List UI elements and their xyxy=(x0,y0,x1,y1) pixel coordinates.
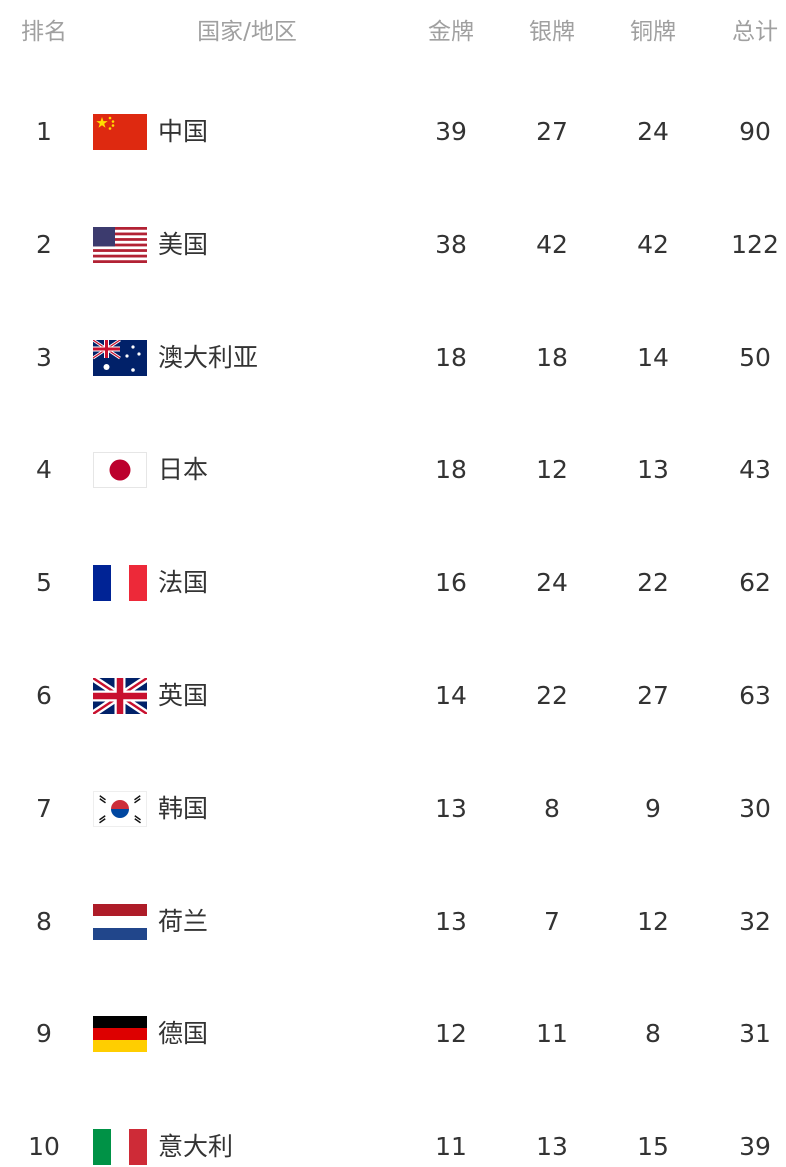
table-header: 排名 国家/地区 金牌 银牌 铜牌 总计 xyxy=(0,12,786,52)
rank: 10 xyxy=(28,1132,60,1162)
country-name: 中国 xyxy=(158,117,209,146)
rank: 4 xyxy=(36,455,52,485)
country-name: 德国 xyxy=(158,1019,209,1049)
silver-count: 8 xyxy=(544,793,560,823)
total-count: 30 xyxy=(739,793,771,823)
country-name: 荷兰 xyxy=(158,906,209,936)
gold-count: 38 xyxy=(435,229,467,259)
silver-count: 11 xyxy=(536,1019,568,1049)
table-row: 9 德国 12 11 8 31 xyxy=(0,1014,786,1054)
table-row: 4 日本 18 12 13 43 xyxy=(0,450,786,490)
rank: 6 xyxy=(36,681,52,710)
gold-count: 18 xyxy=(435,455,467,485)
flag xyxy=(93,790,147,827)
total-count: 62 xyxy=(739,568,771,598)
flag xyxy=(93,565,147,602)
rank: 8 xyxy=(36,906,52,936)
bronze-count: 24 xyxy=(637,117,669,146)
bronze-count: 27 xyxy=(637,681,669,710)
table-row: 3 澳大利亚 18 18 14 50 xyxy=(0,338,786,378)
gold-count: 12 xyxy=(435,1019,467,1049)
gold-count: 14 xyxy=(435,681,467,710)
country-name: 日本 xyxy=(158,455,209,485)
total-count: 43 xyxy=(739,455,771,485)
flag xyxy=(93,452,147,489)
header-cell: 银牌 xyxy=(529,19,575,45)
country-name: 澳大利亚 xyxy=(158,342,259,372)
gold-count: 13 xyxy=(435,906,467,936)
country-name: 法国 xyxy=(158,568,209,598)
gold-count: 39 xyxy=(435,117,467,146)
silver-count: 12 xyxy=(536,455,568,485)
rank: 9 xyxy=(36,1019,52,1049)
rank: 5 xyxy=(36,568,52,598)
silver-count: 18 xyxy=(536,342,568,372)
total-count: 90 xyxy=(739,117,771,146)
bronze-count: 42 xyxy=(637,229,669,259)
flag xyxy=(93,114,147,150)
table-row: 7 韩国 13 8 9 30 xyxy=(0,789,786,829)
bronze-count: 14 xyxy=(637,342,669,372)
total-count: 50 xyxy=(739,342,771,372)
silver-count: 7 xyxy=(544,906,560,936)
flag xyxy=(93,678,147,714)
total-count: 39 xyxy=(739,1132,771,1162)
silver-count: 42 xyxy=(536,229,568,259)
rank: 7 xyxy=(36,793,52,823)
silver-count: 24 xyxy=(536,568,568,598)
flag xyxy=(93,226,147,263)
silver-count: 27 xyxy=(536,117,568,146)
table-row: 8 荷兰 13 7 12 32 xyxy=(0,902,786,942)
header-cell: 总计 xyxy=(732,19,778,45)
header-cell: 金牌 xyxy=(428,19,474,45)
rank: 1 xyxy=(36,117,52,146)
flag xyxy=(93,1129,147,1166)
rank: 3 xyxy=(36,342,52,372)
gold-count: 11 xyxy=(435,1132,467,1162)
bronze-count: 22 xyxy=(637,568,669,598)
gold-count: 13 xyxy=(435,793,467,823)
table-row: 5 法国 16 24 22 62 xyxy=(0,563,786,603)
country-name: 韩国 xyxy=(158,793,209,823)
total-count: 63 xyxy=(739,681,771,710)
flag xyxy=(93,339,147,376)
flag xyxy=(93,1016,147,1053)
rank: 2 xyxy=(36,229,52,259)
header-cell: 排名 xyxy=(21,19,67,45)
gold-count: 16 xyxy=(435,568,467,598)
table-row: 1 中国 39 27 24 90 xyxy=(0,112,786,152)
bronze-count: 13 xyxy=(637,455,669,485)
bronze-count: 12 xyxy=(637,906,669,936)
table-row: 2 美国 38 42 42 122 xyxy=(0,225,786,265)
total-count: 31 xyxy=(739,1019,771,1049)
header-cell: 铜牌 xyxy=(630,19,676,45)
header-cell: 国家/地区 xyxy=(197,19,297,45)
country-name: 美国 xyxy=(158,229,209,259)
table-row: 10 意大利 11 13 15 39 xyxy=(0,1127,786,1167)
silver-count: 13 xyxy=(536,1132,568,1162)
bronze-count: 15 xyxy=(637,1132,669,1162)
bronze-count: 9 xyxy=(645,793,661,823)
silver-count: 22 xyxy=(536,681,568,710)
bronze-count: 8 xyxy=(645,1019,661,1049)
total-count: 32 xyxy=(739,906,771,936)
gold-count: 18 xyxy=(435,342,467,372)
country-name: 英国 xyxy=(158,681,209,710)
flag xyxy=(93,903,147,940)
total-count: 122 xyxy=(731,229,779,259)
country-name: 意大利 xyxy=(158,1132,234,1162)
table-row: 6 英国 14 22 27 63 xyxy=(0,676,786,716)
